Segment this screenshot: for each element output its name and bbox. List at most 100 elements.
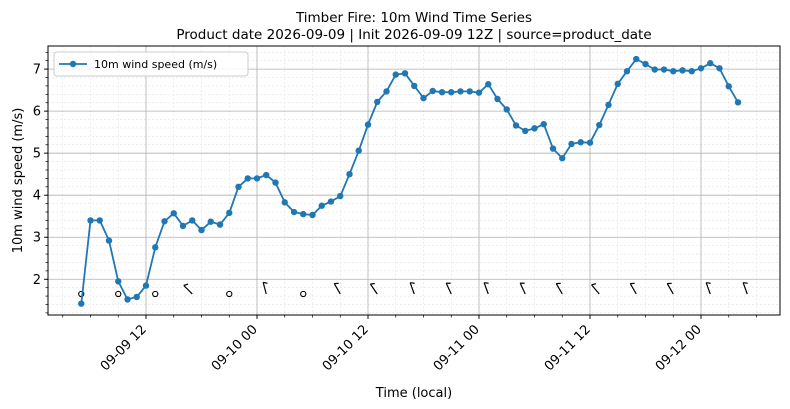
legend-label: 10m wind speed (m/s) [94, 58, 217, 71]
wind-barb [629, 282, 637, 295]
data-point [734, 99, 742, 106]
data-point [660, 66, 668, 73]
data-point [142, 282, 150, 289]
wind-barb-flag [410, 282, 415, 284]
data-point [374, 98, 381, 106]
data-point [670, 68, 677, 75]
wind-barb [369, 282, 378, 295]
data-point [170, 210, 177, 217]
x-tick-label: 09-10 00 [209, 322, 261, 374]
data-point [549, 145, 557, 152]
wind-barb-calm [152, 290, 159, 298]
data-point [309, 211, 316, 219]
wind-barb-flag [520, 282, 525, 284]
wind-barb [333, 282, 341, 295]
data-point [614, 80, 621, 88]
y-tick-label: 7 [33, 63, 41, 78]
wind-barb [666, 282, 674, 295]
wind-barb [262, 281, 268, 295]
data-point [346, 170, 353, 178]
legend: 10m wind speed (m/s) [53, 51, 249, 77]
data-point [152, 244, 159, 251]
data-point [697, 65, 705, 72]
wind-barb-staff [629, 283, 637, 295]
x-tick-label: 09-11 12 [542, 322, 594, 374]
wind-barb-flag [370, 282, 375, 285]
data-point [401, 70, 409, 77]
data-point [596, 121, 603, 129]
legend-box [53, 51, 249, 77]
wind-barb-flag [667, 282, 672, 285]
data-point [485, 81, 492, 88]
data-point [133, 293, 140, 301]
data-point [716, 65, 723, 72]
data-point [300, 210, 307, 218]
wind-barb-calm [226, 290, 233, 298]
wind-barb-staff [742, 282, 748, 295]
plot-area-frame [47, 45, 781, 316]
data-point [392, 71, 399, 78]
wind-barb-flag [743, 282, 748, 284]
data-point [87, 217, 94, 224]
wind-barb-flag [334, 282, 339, 285]
y-tick-label: 5 [33, 147, 41, 162]
data-point [466, 88, 473, 95]
data-point [318, 202, 325, 209]
data-point [253, 175, 261, 182]
x-tick-label: 09-12 00 [653, 322, 705, 374]
wind-barb-staff [591, 284, 600, 295]
data-point [281, 199, 288, 206]
wind-barb-flag [446, 282, 451, 284]
y-axis: 2 3 4 5 6 7 [33, 51, 48, 314]
data-point [540, 120, 547, 128]
data-point [235, 183, 242, 191]
wind-barb [705, 282, 711, 295]
data-point [494, 95, 501, 103]
data-point [642, 60, 649, 68]
data-point [429, 87, 436, 95]
data-point [725, 83, 732, 90]
data-point [115, 278, 122, 285]
wind-barb-staff [445, 282, 452, 295]
wind-barb [483, 282, 489, 295]
data-point [633, 55, 640, 63]
data-point [290, 208, 298, 216]
wind-barb [591, 283, 600, 295]
wind-barb-staff [666, 283, 674, 295]
data-point [679, 67, 686, 74]
wind-barb-staff [262, 282, 267, 295]
wind-barb-flag [484, 282, 489, 284]
data-point [503, 106, 510, 113]
wind-barb-flag [706, 282, 711, 284]
wind-barb-flag [630, 282, 635, 285]
data-point [438, 89, 446, 96]
x-tick-label: 09-11 00 [431, 322, 483, 374]
data-point [226, 209, 233, 217]
data-point [383, 88, 390, 95]
wind-barb-staff [519, 282, 526, 295]
series-line [80, 58, 739, 304]
data-point [244, 175, 251, 182]
y-tick-label: 4 [33, 189, 41, 204]
wind-barb-flag [263, 281, 268, 284]
wind-barb [445, 282, 452, 295]
major-grid [48, 46, 780, 315]
x-axis: 09-09 12 09-10 00 09-10 12 09-11 00 09-11 12… [62, 315, 757, 374]
legend-marker-swatch [69, 60, 77, 68]
data-point [189, 217, 196, 224]
data-point [512, 122, 520, 129]
data-point [475, 89, 483, 96]
data-point [124, 296, 131, 303]
wind-barb-calm [300, 290, 307, 298]
wind-barbs [78, 281, 748, 298]
data-point [531, 125, 538, 132]
data-point [448, 89, 455, 96]
data-point [78, 300, 85, 307]
data-point [707, 60, 714, 67]
data-point [364, 121, 372, 128]
data-point [179, 222, 187, 230]
data-point [272, 179, 279, 186]
wind-barb [183, 283, 193, 295]
wind-barb-flag [591, 283, 597, 286]
